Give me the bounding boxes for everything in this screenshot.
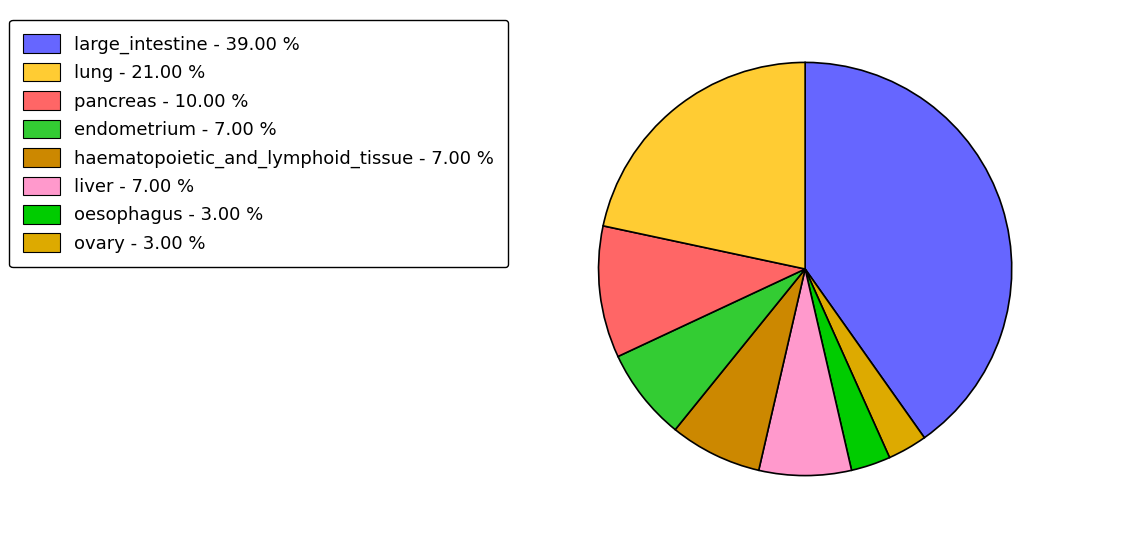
Wedge shape [805,62,1012,438]
Wedge shape [603,62,805,269]
Legend: large_intestine - 39.00 %, lung - 21.00 %, pancreas - 10.00 %, endometrium - 7.0: large_intestine - 39.00 %, lung - 21.00 … [9,20,508,267]
Wedge shape [599,226,805,357]
Wedge shape [759,269,852,476]
Wedge shape [805,269,889,470]
Wedge shape [618,269,805,430]
Wedge shape [675,269,805,470]
Wedge shape [805,269,924,457]
